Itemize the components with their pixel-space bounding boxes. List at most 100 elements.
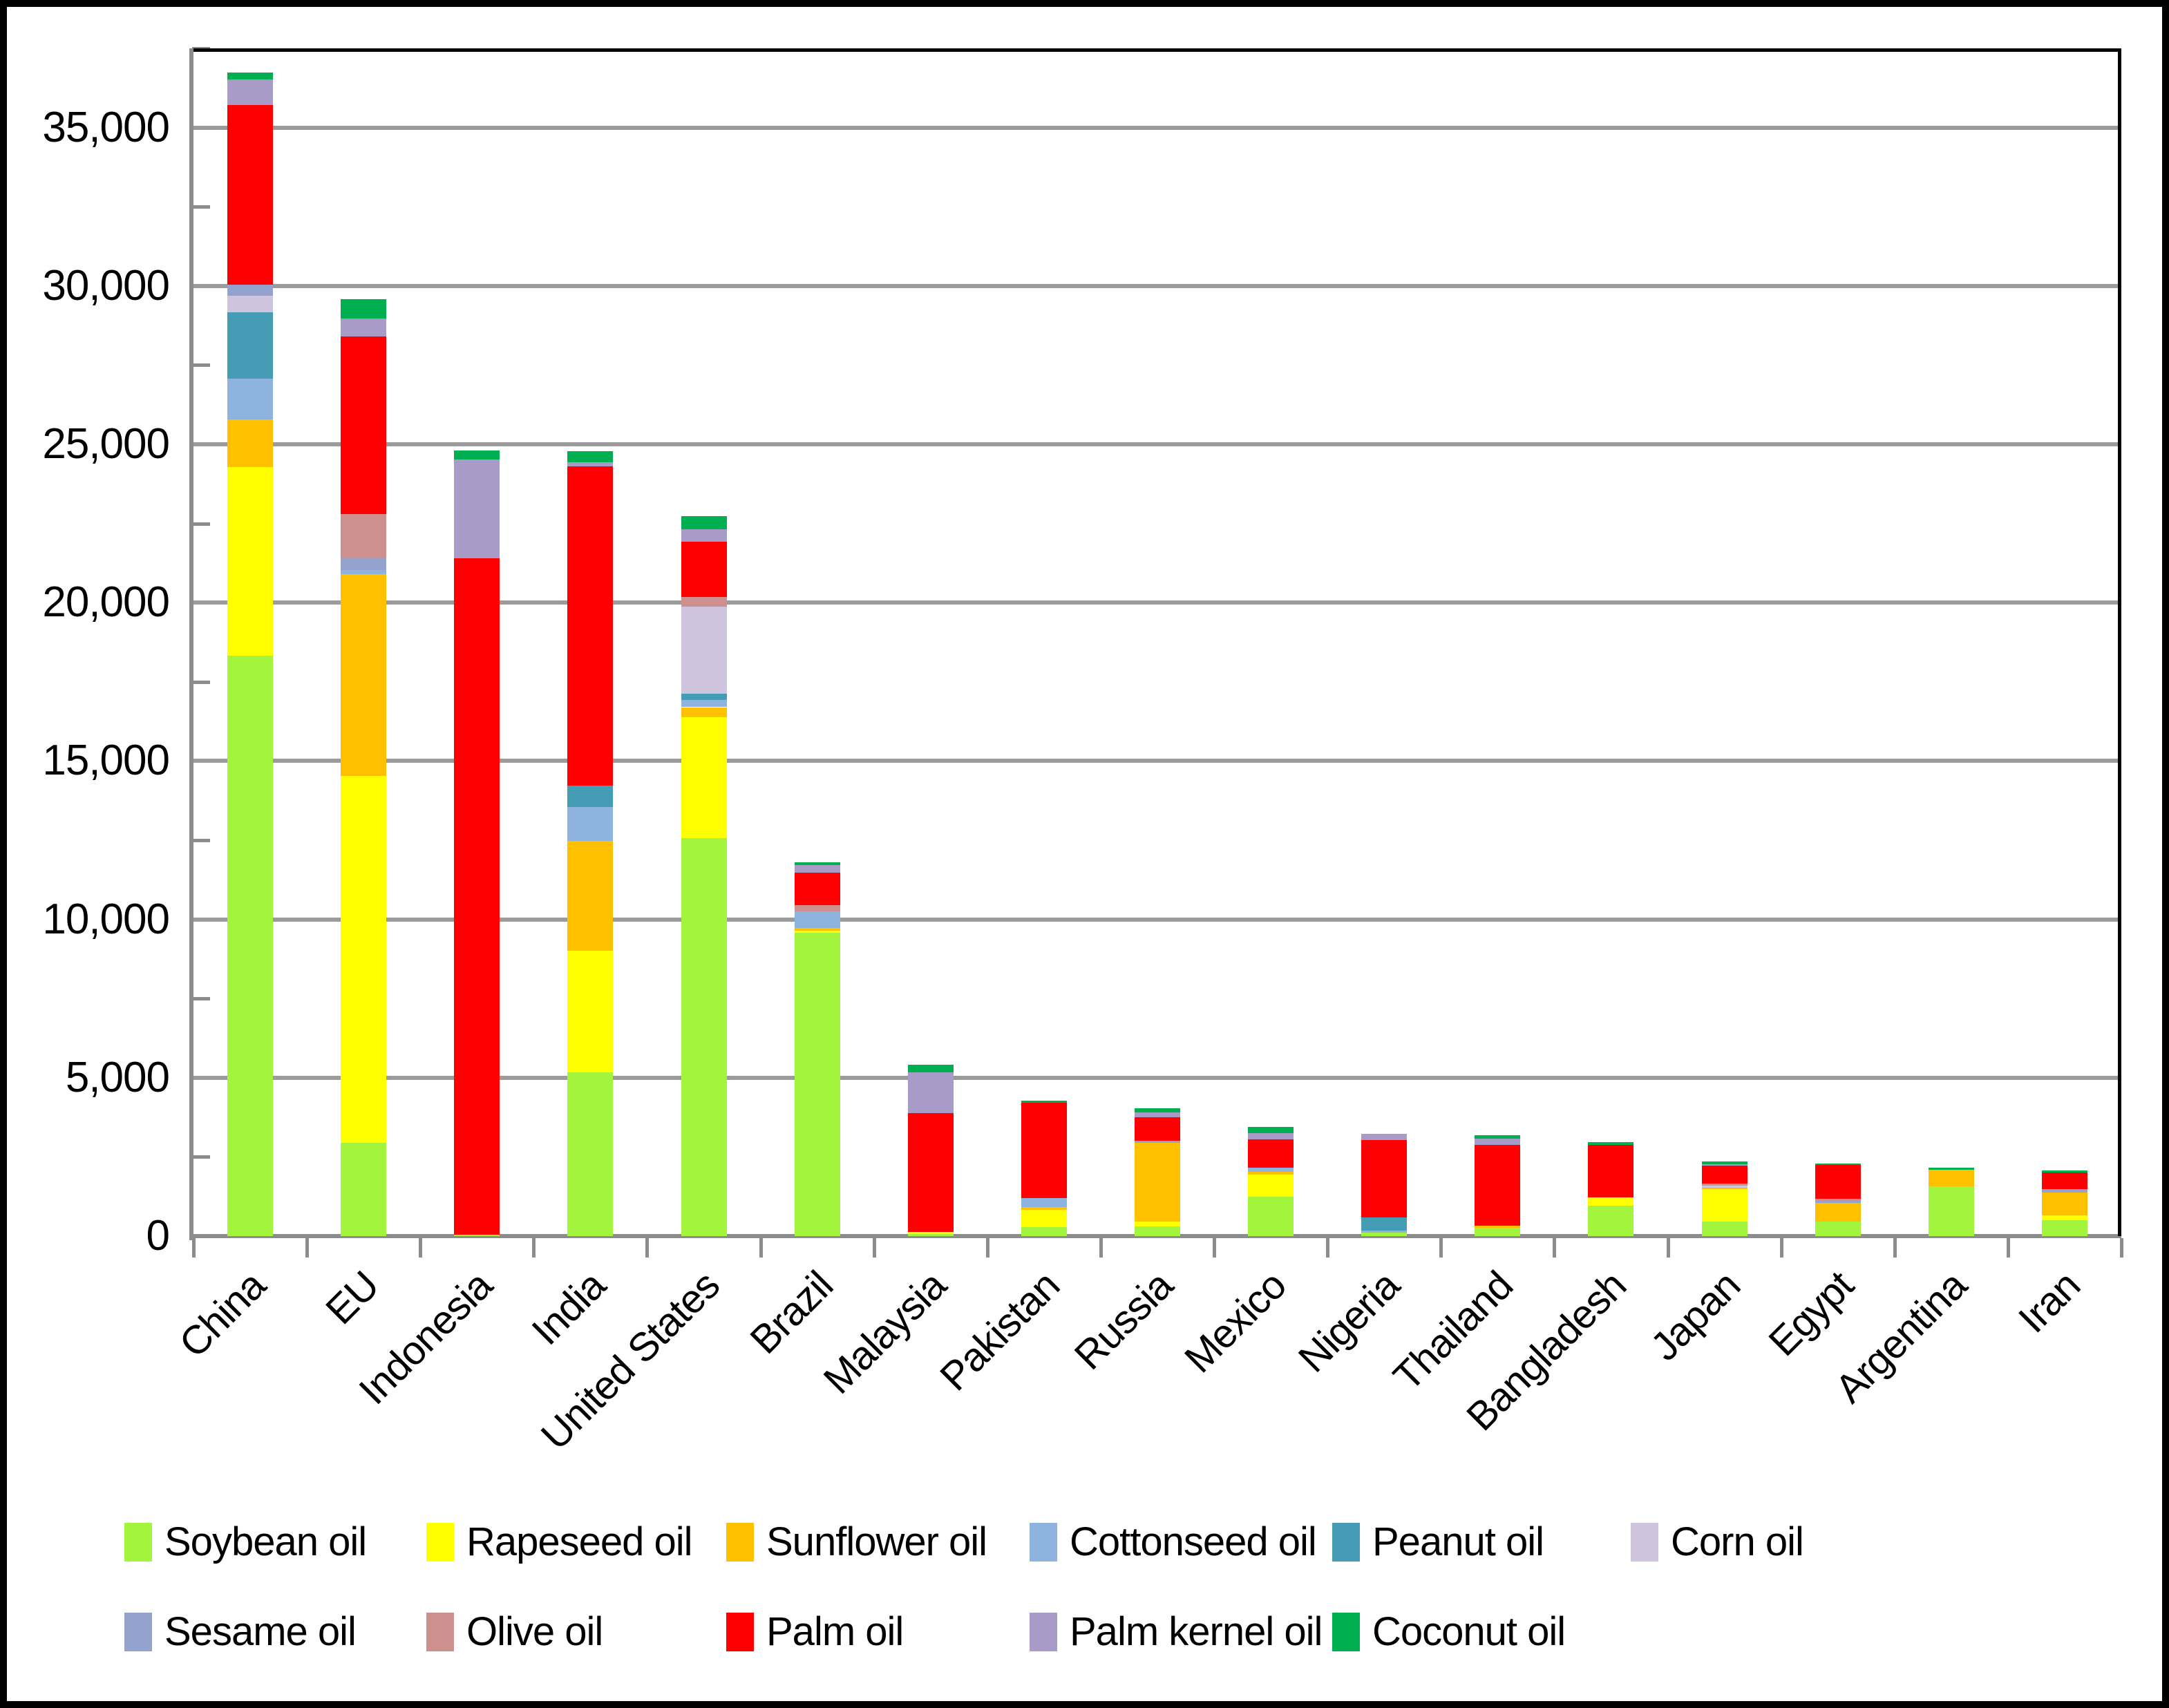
bar-segment-sunflower-oil [1928, 1169, 1974, 1186]
bar-segment-corn-oil [227, 295, 274, 313]
bar-segment-coconut-oil [1701, 1161, 1747, 1164]
bar-segment-soybean-oil [2041, 1220, 2087, 1236]
bar-segment-olive-oil [794, 904, 840, 911]
bar-segment-peanut-oil [1361, 1217, 1408, 1231]
bar-segment-peanut-oil [567, 786, 614, 808]
bar-segment-rapeseed-oil [794, 930, 840, 933]
bar-segment-cottonseed-oil [794, 911, 840, 929]
bar-segment-coconut-oil [794, 862, 840, 865]
y-axis-minor-tick [192, 1155, 210, 1159]
bar-segment-palm-oil [454, 558, 500, 1235]
x-axis-category-tick [419, 1238, 423, 1258]
x-axis-category-tick [645, 1238, 650, 1258]
bar-segment-peanut-oil [227, 312, 274, 379]
bar-segment-soybean-oil [1021, 1226, 1067, 1236]
x-axis-line [189, 1234, 2121, 1238]
y-axis-tick-label: 35,000 [42, 103, 170, 151]
bar-segment-soybean-oil [1928, 1186, 1974, 1236]
legend-label: Peanut oil [1372, 1519, 1544, 1564]
legend-swatch-icon [1332, 1522, 1360, 1562]
bar-segment-palm-oil [1475, 1145, 1521, 1226]
bar-segment-coconut-oil [2041, 1170, 2087, 1173]
bar-column-mexico [1248, 48, 1294, 1236]
x-axis-category-tick [305, 1238, 310, 1258]
legend-item-peanut-oil: Peanut oil [1332, 1519, 1544, 1565]
x-axis-category-tick [1326, 1238, 1330, 1258]
x-axis-category-tick [1439, 1238, 1443, 1258]
bar-segment-palm-kernel-oil [794, 864, 840, 873]
bar-segment-soybean-oil [1475, 1228, 1521, 1236]
legend-label: Soybean oil [164, 1519, 367, 1564]
bar-segment-sunflower-oil [1021, 1207, 1067, 1210]
bar-segment-olive-oil [341, 514, 387, 558]
x-axis-category-tick [1099, 1238, 1103, 1258]
bar-segment-soybean-oil [794, 932, 840, 1236]
bar-segment-palm-oil [1361, 1140, 1408, 1218]
legend-item-corn-oil: Corn oil [1631, 1519, 1804, 1565]
legend-label: Coconut oil [1372, 1609, 1566, 1654]
bar-segment-corn-oil [681, 606, 727, 694]
bar-segment-sunflower-oil [794, 928, 840, 931]
bar-segment-peanut-oil [681, 694, 727, 701]
bar-segment-soybean-oil [341, 1143, 387, 1236]
bar-segment-palm-kernel-oil [454, 459, 500, 558]
bar-segment-olive-oil [1815, 1199, 1861, 1202]
bar-segment-cottonseed-oil [1361, 1231, 1408, 1233]
bar-segment-palm-oil [1248, 1139, 1294, 1168]
bar-segment-soybean-oil [1588, 1206, 1634, 1236]
bar-segment-palm-oil [1701, 1166, 1747, 1184]
x-axis-category-tick [1666, 1238, 1670, 1258]
bar-column-malaysia [907, 48, 954, 1236]
bar-segment-coconut-oil [1248, 1127, 1294, 1134]
gridline [193, 917, 2121, 922]
bar-segment-sunflower-oil [341, 573, 387, 776]
bar-segment-coconut-oil [907, 1065, 954, 1072]
x-axis-category-tick [192, 1238, 196, 1258]
bar-segment-soybean-oil [567, 1072, 614, 1236]
bar-segment-rapeseed-oil [2041, 1215, 2087, 1221]
bar-segment-sunflower-oil [1135, 1142, 1180, 1222]
bar-column-brazil [794, 48, 840, 1236]
legend-item-olive-oil: Olive oil [426, 1609, 603, 1655]
bar-column-china [227, 48, 274, 1236]
legend-label: Olive oil [466, 1609, 603, 1654]
bar-segment-palm-oil [907, 1113, 954, 1233]
x-axis-category-tick [759, 1238, 763, 1258]
bar-segment-coconut-oil [1135, 1108, 1180, 1112]
bar-segment-coconut-oil [681, 516, 727, 530]
x-axis-category-tick [1213, 1238, 1217, 1258]
bar-segment-sesame-oil [2041, 1189, 2087, 1193]
bar-segment-soybean-oil [1361, 1232, 1408, 1236]
legend-label: Sunflower oil [766, 1519, 987, 1564]
legend-item-coconut-oil: Coconut oil [1332, 1609, 1566, 1655]
gridline [193, 759, 2121, 763]
x-axis-category-tick [2120, 1238, 2123, 1258]
legend-label: Rapeseed oil [466, 1519, 693, 1564]
bar-segment-sunflower-oil [567, 840, 614, 951]
bar-column-bangladesh [1588, 48, 1634, 1236]
legend-item-palm-kernel-oil: Palm kernel oil [1030, 1609, 1323, 1655]
bar-column-argentina [1928, 48, 1974, 1236]
y-axis-tick-label: 30,000 [42, 261, 170, 310]
bar-segment-soybean-oil [1701, 1222, 1747, 1236]
y-axis-tick-label: 0 [146, 1212, 170, 1260]
y-axis-tick-label: 20,000 [42, 578, 170, 627]
legend-label: Cottonseed oil [1070, 1519, 1317, 1564]
bar-segment-soybean-oil [681, 837, 727, 1236]
legend-swatch-icon [726, 1612, 754, 1651]
bar-segment-rapeseed-oil [1588, 1197, 1634, 1206]
y-axis-tick-label: 5,000 [65, 1053, 170, 1101]
bar-column-japan [1701, 48, 1747, 1236]
y-axis-tick-label: 15,000 [42, 737, 170, 785]
bar-segment-soybean-oil [227, 655, 274, 1236]
y-axis-line [189, 48, 193, 1240]
bar-segment-sunflower-oil [227, 419, 274, 468]
bar-column-united-states [681, 48, 727, 1236]
bar-segment-coconut-oil [341, 299, 387, 319]
bar-column-thailand [1475, 48, 1521, 1236]
bar-segment-sesame-oil [1815, 1201, 1861, 1204]
bar-segment-soybean-oil [1815, 1222, 1861, 1236]
bar-segment-soybean-oil [1248, 1196, 1294, 1236]
x-axis-category-tick [1553, 1238, 1557, 1258]
bar-segment-palm-kernel-oil [1475, 1138, 1521, 1146]
